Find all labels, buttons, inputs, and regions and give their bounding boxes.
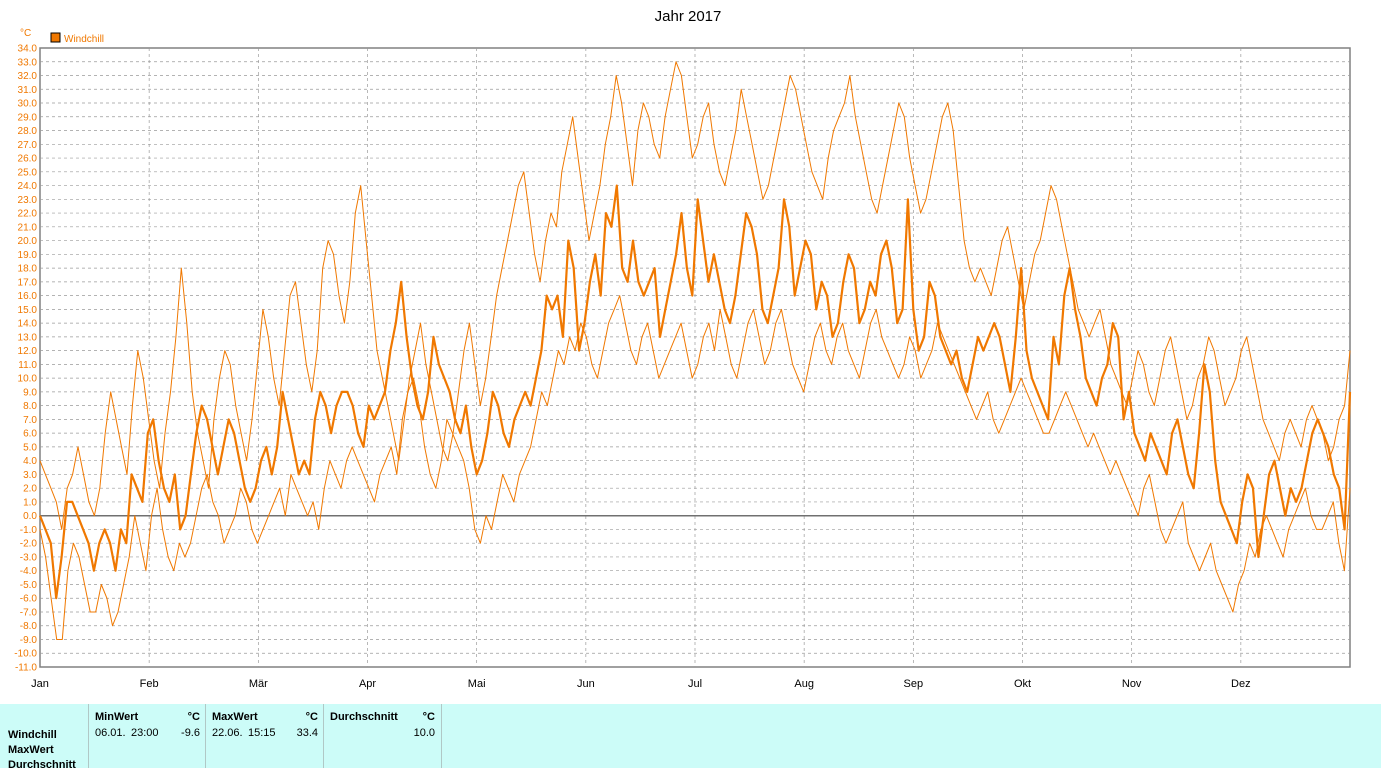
row-label-maxwert: MaxWert	[8, 744, 54, 756]
y-tick-label: 26.0	[18, 154, 38, 165]
series-line-maxwert	[39, 61, 1351, 530]
row-label-windchill: Windchill	[8, 729, 57, 741]
y-tick-label: 33.0	[18, 57, 38, 68]
durchschnitt-value: 10.0	[413, 727, 435, 739]
minwert-time: 23:00	[131, 727, 159, 739]
y-tick-label: 32.0	[18, 71, 38, 82]
x-tick-labels: Jan Feb Mär Apr Mai Jun Jul Aug Sep Okt Nov Dez	[31, 678, 1250, 690]
y-tick-label: 30.0	[18, 99, 38, 110]
windchill-chart: Jahr 2017 °C Windchill -11.0 -10.0 -9.0 -8.…	[14, 8, 1352, 690]
y-tick-label: 8.0	[23, 401, 37, 412]
minwert-unit: °C	[187, 711, 200, 723]
x-tick-label: Apr	[359, 678, 376, 690]
x-tick-label: Aug	[794, 678, 814, 690]
y-tick-label: 2.0	[23, 484, 37, 495]
y-tick-label: 10.0	[18, 374, 38, 385]
minwert-value: -9.6	[181, 727, 200, 739]
y-tick-label: -8.0	[20, 621, 38, 632]
y-tick-label: 22.0	[18, 209, 38, 220]
series-line-minwert	[39, 295, 1351, 640]
y-tick-label: 14.0	[18, 319, 38, 330]
stats-row-labels: Windchill MaxWert Durchschnitt	[8, 728, 76, 773]
maxwert-date: 22.06.	[212, 727, 243, 739]
x-tick-label: Mär	[249, 678, 268, 690]
x-tick-label: Dez	[1231, 678, 1251, 690]
x-tick-label: Nov	[1122, 678, 1142, 690]
maxwert-value: 33.4	[296, 727, 318, 739]
y-tick-label: 19.0	[18, 250, 38, 261]
chart-title: Jahr 2017	[655, 8, 722, 25]
y-tick-label: 1.0	[23, 497, 37, 508]
stats-column-minwert: MinWert °C 06.01. 23:00 -9.6	[88, 704, 206, 768]
y-tick-label: -5.0	[20, 580, 38, 591]
stats-column-maxwert: MaxWert °C 22.06. 15:15 33.4	[205, 704, 324, 768]
y-tick-label: 27.0	[18, 140, 38, 151]
x-tick-label: Jan	[31, 678, 49, 690]
y-tick-labels: -11.0 -10.0 -9.0 -8.0 -7.0 -6.0 -5.0 -4.0 -3.0 -2…	[14, 44, 37, 674]
x-tick-label: Mai	[468, 678, 486, 690]
durchschnitt-unit: °C	[422, 711, 435, 723]
y-tick-label: 15.0	[18, 305, 38, 316]
x-tick-label: Sep	[904, 678, 924, 690]
minwert-date: 06.01.	[95, 727, 126, 739]
y-tick-label: 0.0	[23, 511, 37, 522]
stats-column-durchschnitt: Durchschnitt °C 10.0	[323, 704, 442, 768]
statistics-panel: Windchill MaxWert Durchschnitt MinWert °…	[0, 704, 1381, 771]
y-tick-label: 3.0	[23, 470, 37, 481]
x-tick-label: Okt	[1014, 678, 1031, 690]
y-tick-label: -2.0	[20, 539, 38, 550]
legend-label: Windchill	[64, 34, 104, 45]
y-tick-label: 21.0	[18, 222, 38, 233]
y-tick-label: 31.0	[18, 85, 38, 96]
row-label-durchschnitt: Durchschnitt	[8, 759, 76, 771]
y-tick-label: 16.0	[18, 291, 38, 302]
y-tick-label: -1.0	[20, 525, 38, 536]
y-tick-label: 23.0	[18, 195, 38, 206]
series-layer	[38, 61, 1352, 640]
y-tick-label: 18.0	[18, 264, 38, 275]
y-tick-label: 20.0	[18, 236, 38, 247]
y-tick-label: 28.0	[18, 126, 38, 137]
y-tick-label: -6.0	[20, 594, 38, 605]
y-tick-label: 6.0	[23, 429, 37, 440]
y-tick-label: 7.0	[23, 415, 37, 426]
durchschnitt-header: Durchschnitt	[330, 711, 398, 723]
y-tick-label: -7.0	[20, 607, 38, 618]
y-tick-label: 9.0	[23, 387, 37, 398]
y-axis-unit-label: °C	[20, 28, 31, 39]
y-tick-label: 34.0	[18, 44, 38, 55]
x-tick-label: Jul	[688, 678, 702, 690]
y-tick-label: -9.0	[20, 635, 38, 646]
maxwert-time: 15:15	[248, 727, 276, 739]
x-tick-label: Jun	[577, 678, 595, 690]
y-tick-label: 12.0	[18, 346, 38, 357]
y-tick-label: 29.0	[18, 112, 38, 123]
y-tick-label: 25.0	[18, 167, 38, 178]
legend-swatch	[50, 32, 61, 43]
y-tick-label: 5.0	[23, 442, 37, 453]
maxwert-unit: °C	[305, 711, 318, 723]
maxwert-header: MaxWert	[212, 711, 258, 723]
y-tick-label: 24.0	[18, 181, 38, 192]
y-tick-label: -4.0	[20, 566, 38, 577]
y-tick-label: 11.0	[18, 360, 37, 371]
minwert-header: MinWert	[95, 711, 139, 723]
y-tick-label: 4.0	[23, 456, 37, 467]
y-tick-label: -11.0	[15, 663, 37, 674]
series-line-windchill	[38, 184, 1352, 600]
y-tick-label: 13.0	[18, 332, 38, 343]
y-tick-label: 17.0	[18, 277, 38, 288]
y-tick-label: -10.0	[14, 649, 37, 660]
y-tick-label: -3.0	[20, 552, 38, 563]
x-tick-label: Feb	[140, 678, 159, 690]
